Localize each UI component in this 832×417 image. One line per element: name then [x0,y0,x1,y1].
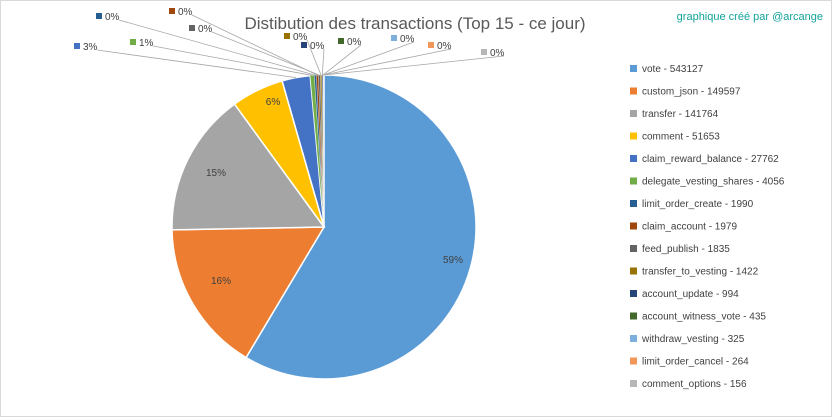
legend-item-vote: vote - 543127 [630,64,704,75]
label-key-withdraw-vesting [391,35,397,41]
legend-label: transfer - 141764 [642,109,719,120]
leader-line-limit-order-cancel [323,48,452,76]
legend-label: feed_publish - 1835 [642,244,730,255]
pie-slice-custom-json [171,226,326,359]
legend-swatch [630,110,637,117]
pct-label-transfer: 15% [206,168,226,179]
legend-label: delegate_vesting_shares - 4056 [642,177,785,188]
legend-item-transfer: transfer - 141764 [630,109,719,120]
pct-label-account-update: 0% [310,41,325,52]
legend-label: limit_order_create - 1990 [642,199,754,210]
legend-item-claim-account: claim_account - 1979 [630,222,737,233]
pie-slice-transfer [171,103,326,231]
chart-credit: graphique créé par @arcange [677,11,823,23]
leader-line-transfer-to-vesting [306,39,322,76]
legend-label: comment - 51653 [642,132,720,143]
pct-label-limit-order-cancel: 0% [437,41,452,52]
leader-line-claim-reward-balance [96,49,297,78]
legend-swatch [630,312,637,320]
legend-swatch [630,177,637,185]
pct-label-claim-account: 0% [178,7,193,18]
legend-swatch [630,65,637,72]
legend-item-account-witness-vote: account_witness_vote - 435 [630,312,766,323]
legend-label: account_witness_vote - 435 [642,312,766,323]
legend-item-claim-reward-balance: claim_reward_balance - 27762 [630,154,779,165]
leader-line-account-update [321,48,325,76]
pct-label-withdraw-vesting: 0% [400,34,415,45]
legend: vote - 543127 custom_json - 149597 transfe… [630,64,785,390]
pct-label-vote: 59% [443,255,463,266]
pct-label-claim-reward-balance: 3% [83,42,98,53]
legend-swatch [630,87,637,95]
legend-item-feed-publish: feed_publish - 1835 [630,244,730,255]
chart-title: Distibution des transactions (Top 15 - c… [244,14,585,33]
legend-swatch [630,267,637,275]
pct-label-comment-options: 0% [490,48,505,59]
pct-label-delegate-vesting-shares: 1% [139,38,154,49]
leader-line-withdraw-vesting [323,41,415,76]
label-key-transfer-to-vesting [284,33,290,39]
label-key-delegate-vesting-shares [130,39,136,45]
legend-item-limit-order-create: limit_order_create - 1990 [630,199,754,210]
legend-item-account-update: account_update - 994 [630,289,739,300]
legend-swatch [630,357,637,365]
leader-line-account-witness-vote [322,44,362,76]
legend-swatch [630,245,637,252]
label-key-limit-order-create [96,13,102,19]
leader-line-feed-publish [211,31,320,76]
label-key-claim-reward-balance [74,43,80,49]
legend-item-delegate-vesting-shares: delegate_vesting_shares - 4056 [630,177,785,188]
legend-swatch [630,290,637,297]
legend-swatch [630,132,637,140]
label-key-limit-order-cancel [428,42,434,48]
label-key-account-witness-vote [338,38,344,44]
label-key-feed-publish [189,25,195,31]
leader-line-delegate-vesting-shares [152,45,313,76]
legend-label: withdraw_vesting - 325 [641,334,745,345]
legend-swatch [630,222,637,230]
legend-label: claim_reward_balance - 27762 [642,154,779,165]
legend-label: account_update - 994 [642,289,739,300]
legend-item-comment-options: comment_options - 156 [630,379,747,390]
pct-label-limit-order-create: 0% [105,12,120,23]
pct-label-account-witness-vote: 0% [347,37,362,48]
legend-item-transfer-to-vesting: transfer_to_vesting - 1422 [630,267,759,278]
legend-item-withdraw-vesting: withdraw_vesting - 325 [630,334,745,345]
legend-label: comment_options - 156 [642,379,747,390]
legend-label: custom_json - 149597 [642,87,741,98]
legend-label: vote - 543127 [642,64,704,75]
legend-swatch [630,335,637,342]
pct-label-transfer-to-vesting: 0% [293,32,308,43]
legend-swatch [630,200,637,207]
leader-line-claim-account [191,14,318,76]
leader-line-comment-options [323,55,505,76]
legend-swatch [630,155,637,162]
legend-label: transfer_to_vesting - 1422 [642,267,759,278]
label-key-claim-account [169,8,175,14]
pct-label-feed-publish: 0% [198,24,213,35]
legend-label: claim_account - 1979 [642,222,737,233]
legend-item-comment: comment - 51653 [630,132,720,143]
label-key-comment-options [481,49,487,55]
pct-label-custom-json: 16% [211,276,231,287]
leader-line-limit-order-create [118,19,316,76]
legend-item-limit-order-cancel: limit_order_cancel - 264 [630,357,749,368]
pct-label-comment: 6% [266,97,281,108]
legend-item-custom-json: custom_json - 149597 [630,87,741,98]
pie-slice-vote [245,74,477,380]
legend-swatch [630,380,637,387]
label-key-account-update [301,42,307,48]
leader-lines [96,14,505,78]
legend-label: limit_order_cancel - 264 [642,357,749,368]
pct-labels: 59%16%15%6%3% 1%0% 0%0%0%0% 0% 0%0%0% [74,7,505,287]
slices-layer [171,74,477,380]
